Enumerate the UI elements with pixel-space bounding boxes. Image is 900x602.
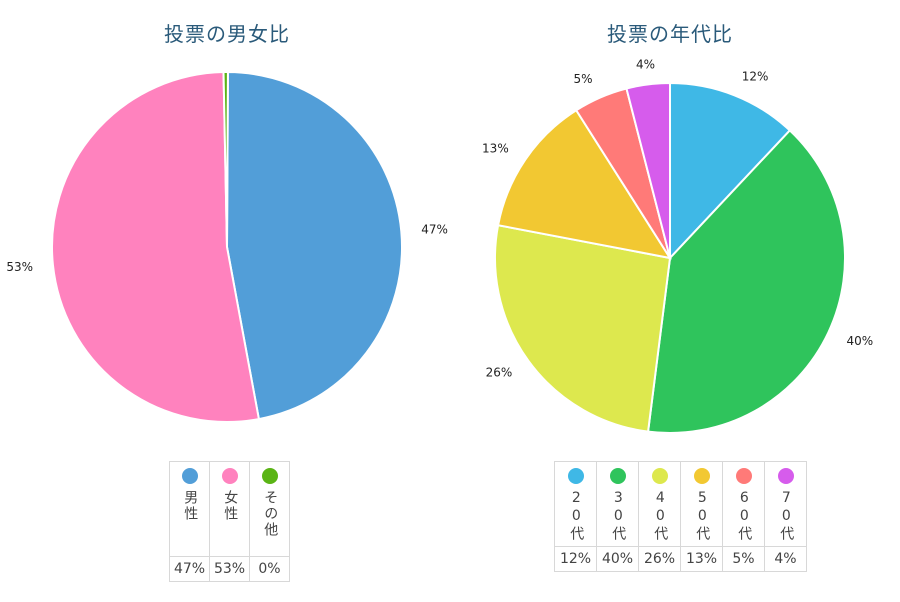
legend-item-male[interactable]: 男性 (169, 461, 210, 557)
legend-label: 20代 (568, 490, 585, 542)
30s-dot-icon (609, 468, 626, 484)
chart-title-gender: 投票の男女比 (164, 22, 290, 46)
slice-label: 40% (846, 334, 873, 348)
male-dot-icon (181, 468, 198, 484)
60s-dot-icon (735, 468, 752, 484)
pie-slice[interactable] (51, 71, 261, 423)
slice-label: 5% (574, 72, 593, 86)
legend-label: 50代 (694, 490, 711, 542)
slice-label: 53% (6, 260, 33, 274)
legend-value: 53% (209, 556, 250, 582)
other-dot-icon (261, 468, 278, 484)
legend-item-50s[interactable]: 50代 (680, 461, 723, 547)
legend-value: 13% (680, 546, 723, 572)
slice-label: 26% (486, 366, 513, 380)
legend-item-40s[interactable]: 40代 (638, 461, 681, 547)
legend-label: 70代 (778, 490, 795, 542)
legend-item-female[interactable]: 女性 (209, 461, 250, 557)
legend-value: 5% (722, 546, 765, 572)
legend-item-20s[interactable]: 20代 (554, 461, 597, 547)
legend-value: 12% (554, 546, 597, 572)
slice-label: 47% (421, 223, 448, 237)
legend-age: 20代 30代 40代 50代 60代 70代 12% 40% 26% 13% … (554, 461, 807, 572)
legend-value: 47% (169, 556, 210, 582)
legend-item-30s[interactable]: 30代 (596, 461, 639, 547)
legend-label: 男性 (182, 490, 199, 522)
legend-value: 0% (249, 556, 290, 582)
legend-item-60s[interactable]: 60代 (722, 461, 765, 547)
slice-label: 4% (636, 58, 655, 72)
legend-value: 4% (764, 546, 807, 572)
legend-item-other[interactable]: その他 (249, 461, 290, 557)
pie-slice[interactable] (625, 81, 671, 259)
pie-slice[interactable] (669, 81, 792, 261)
legend-gender: 男性 女性 その他 47% 53% 0% (169, 461, 290, 582)
legend-label: 60代 (736, 490, 753, 542)
legend-value: 26% (638, 546, 681, 572)
40s-dot-icon (651, 468, 668, 484)
pie-slice[interactable] (225, 70, 403, 421)
pie-slice[interactable] (646, 129, 847, 434)
legend-label: 40代 (652, 490, 669, 542)
70s-dot-icon (777, 468, 794, 484)
legend-label: その他 (262, 490, 279, 538)
20s-dot-icon (567, 468, 584, 484)
slice-label: 13% (482, 141, 509, 155)
pie-slice[interactable] (222, 71, 229, 248)
pie-slice[interactable] (494, 224, 672, 433)
legend-label: 女性 (222, 490, 239, 522)
legend-item-70s[interactable]: 70代 (764, 461, 807, 547)
pie-slice[interactable] (496, 108, 673, 260)
female-dot-icon (221, 468, 238, 484)
legend-value: 40% (596, 546, 639, 572)
slice-label: 12% (742, 70, 769, 84)
chart-title-age: 投票の年代比 (607, 22, 733, 46)
50s-dot-icon (693, 468, 710, 484)
legend-label: 30代 (610, 490, 627, 542)
